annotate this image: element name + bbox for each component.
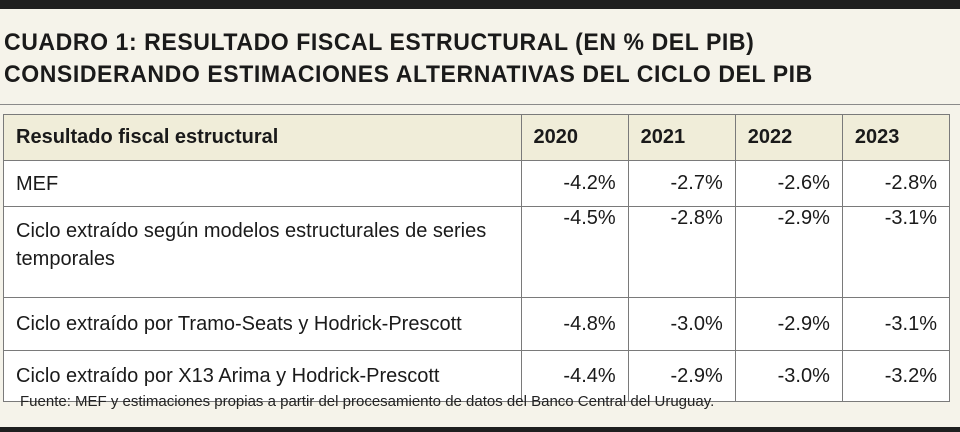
- header-year: 2021: [627, 114, 736, 161]
- cell-value: -2.8%: [841, 160, 951, 207]
- row-label: MEF: [3, 160, 522, 207]
- header-label: Resultado fiscal estructural: [3, 114, 522, 161]
- cell-value: -3.2%: [841, 350, 951, 402]
- table-row: Ciclo extraído según modelos estructural…: [3, 206, 951, 298]
- title-line-1: CUADRO 1: RESULTADO FISCAL ESTRUCTURAL (…: [4, 29, 755, 56]
- title-line-2: CONSIDERANDO ESTIMACIONES ALTERNATIVAS D…: [4, 61, 813, 88]
- cell-value: -3.1%: [841, 206, 951, 298]
- header-row: Resultado fiscal estructural 2020 2021 2…: [3, 114, 951, 161]
- table-title: CUADRO 1: RESULTADO FISCAL ESTRUCTURAL (…: [4, 27, 956, 91]
- source-note: Fuente: MEF y estimaciones propias a par…: [20, 393, 715, 410]
- table-row: Ciclo extraído por X13 Arima y Hodrick-P…: [3, 350, 951, 402]
- cell-value: -2.6%: [734, 160, 843, 207]
- cell-value: -2.7%: [627, 160, 736, 207]
- cell-value: -3.0%: [734, 350, 843, 402]
- row-label: Ciclo extraído por X13 Arima y Hodrick-P…: [3, 350, 522, 402]
- cell-value: -4.2%: [520, 160, 629, 207]
- header-year: 2022: [734, 114, 843, 161]
- title-divider: [0, 104, 960, 105]
- cell-value: -2.9%: [734, 206, 843, 298]
- cell-value: -4.5%: [520, 206, 629, 298]
- cell-value: -4.4%: [520, 350, 629, 402]
- cell-value: -4.8%: [520, 297, 629, 351]
- cell-value: -2.9%: [734, 297, 843, 351]
- table-row: Ciclo extraído por Tramo-Seats y Hodrick…: [3, 297, 951, 351]
- row-label: Ciclo extraído según modelos estructural…: [3, 206, 522, 298]
- table-row: MEF -4.2% -2.7% -2.6% -2.8%: [3, 160, 951, 207]
- header-year: 2020: [520, 114, 629, 161]
- fiscal-result-table: Resultado fiscal estructural 2020 2021 2…: [3, 114, 951, 402]
- cell-value: -3.1%: [841, 297, 951, 351]
- header-year: 2023: [841, 114, 951, 161]
- cell-value: -3.0%: [627, 297, 736, 351]
- table-header: Resultado fiscal estructural 2020 2021 2…: [3, 114, 951, 161]
- bottom-rule: [0, 427, 960, 432]
- top-rule: [0, 0, 960, 9]
- cell-value: -2.8%: [627, 206, 736, 298]
- row-label: Ciclo extraído por Tramo-Seats y Hodrick…: [3, 297, 522, 351]
